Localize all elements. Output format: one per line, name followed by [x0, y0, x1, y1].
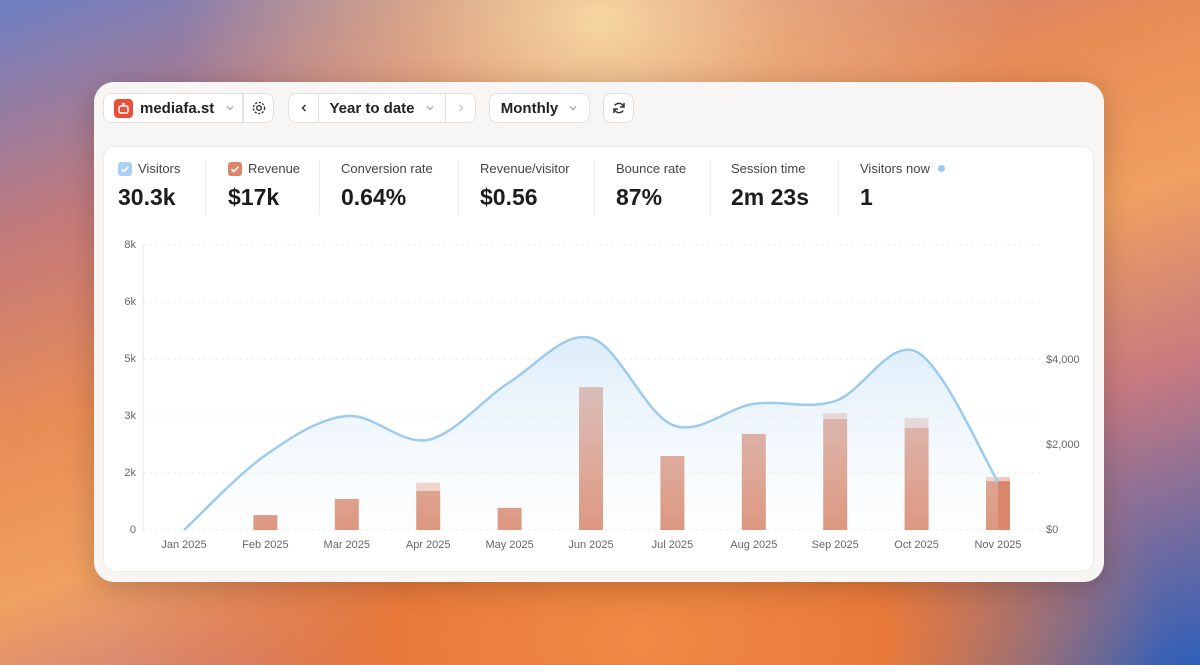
chevron-right [458, 104, 464, 112]
check-icon [120, 165, 129, 173]
metric-value: 1 [860, 184, 873, 210]
metric-value: 2m 23s [731, 184, 810, 210]
metric-separator [458, 160, 459, 215]
checkbox[interactable] [228, 161, 242, 176]
metric-label: Conversion rate [341, 161, 433, 176]
metric-value: 30.3k [118, 184, 176, 210]
settings-button[interactable] [243, 93, 274, 123]
refresh-button[interactable] [603, 93, 634, 123]
next-button[interactable] [445, 94, 475, 122]
metric-value: $0.56 [480, 184, 538, 210]
check-icon [230, 165, 239, 173]
metric-label-text: Revenue [248, 161, 301, 176]
metric-label: Revenue/visitor [480, 161, 570, 176]
metric-label-text: Revenue/visitor [480, 161, 570, 176]
live-dot [937, 165, 945, 172]
chevron [226, 106, 234, 111]
metric-label-text: Conversion rate [341, 161, 433, 176]
refresh-icon [612, 102, 625, 114]
metric-label: Revenue [228, 161, 300, 176]
site-selector[interactable]: mediafa.st [103, 93, 243, 123]
interval-selector[interactable]: Monthly [489, 93, 590, 123]
metric-separator [319, 160, 320, 215]
metric-separator [838, 160, 839, 215]
metric-label: Bounce rate [616, 161, 686, 176]
prev-button[interactable] [289, 94, 319, 122]
gear-icon [252, 101, 265, 115]
site-name: mediafa.st [140, 99, 215, 117]
metric-label-text: Visitors now [860, 161, 930, 176]
period-label: Year to date [329, 99, 415, 117]
period-selector[interactable]: Year to date [288, 93, 476, 123]
metric-value: 0.64% [341, 184, 407, 210]
site-logo [114, 98, 133, 118]
metric-label-text: Bounce rate [616, 161, 687, 176]
metric-label-text: Visitors [138, 161, 181, 176]
chevron [569, 106, 577, 111]
chevron [426, 106, 433, 111]
metric-label-text: Session time [731, 161, 806, 176]
metric-separator [710, 160, 711, 215]
metric-separator [205, 160, 206, 215]
metric-label: Visitors [118, 161, 180, 176]
checkbox[interactable] [118, 161, 132, 176]
metric-value: $17k [228, 184, 280, 210]
metric-separator [594, 160, 595, 215]
interval-label: Monthly [500, 99, 559, 117]
metric-value: 87% [616, 184, 663, 210]
metric-label: Session time [731, 161, 805, 176]
metric-label: Visitors now [860, 161, 945, 176]
chevron-left [300, 104, 306, 112]
